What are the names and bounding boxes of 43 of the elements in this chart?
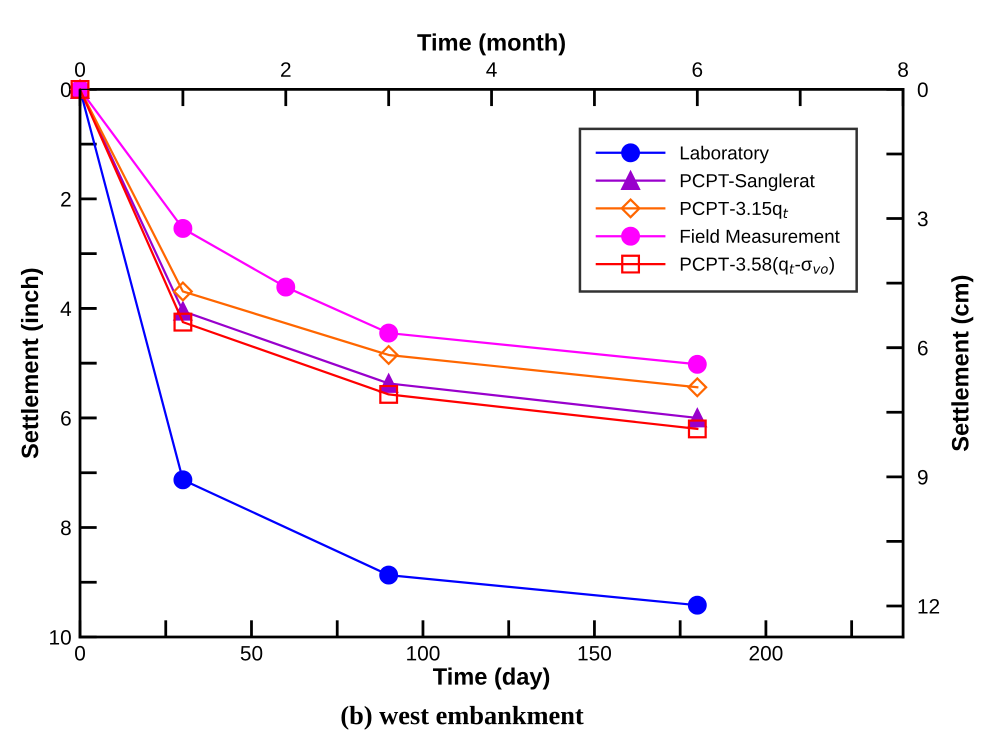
x-tick-label: 50 xyxy=(240,646,262,661)
x2-tick-label: 4 xyxy=(486,62,497,77)
point xyxy=(276,278,296,297)
y-tick-label: 8 xyxy=(61,520,71,536)
x2-tick-label: 0 xyxy=(75,62,85,77)
y-tick-label: 2 xyxy=(61,192,71,206)
y2-axis-title: Settlement (cm) xyxy=(951,276,974,452)
x2-tick-label: 8 xyxy=(898,62,908,77)
legend-label: Laboratory xyxy=(680,146,769,164)
point xyxy=(378,345,399,365)
y2-tick-label: 9 xyxy=(918,470,928,485)
y-tick-label: 6 xyxy=(61,410,71,426)
y-tick-label: 4 xyxy=(60,302,72,316)
point xyxy=(687,377,708,398)
point xyxy=(379,384,398,404)
x2-axis-title: Time (month) xyxy=(417,33,565,56)
point xyxy=(172,282,193,302)
y2-tick-label: 12 xyxy=(918,598,940,614)
x-tick-label: 200 xyxy=(750,646,782,661)
legend-label: PCPT-Sanglerat xyxy=(680,174,815,192)
point xyxy=(379,566,398,585)
y2-tick-label: 3 xyxy=(918,212,928,226)
y2-tick-label: 0 xyxy=(918,82,928,98)
point xyxy=(173,219,192,238)
legend-label: PCPT-3.58(q$_{t}$-σ$_{vo}$) xyxy=(680,256,834,274)
point xyxy=(688,596,707,615)
point xyxy=(379,324,398,343)
y-axis-title: Settlement (inch) xyxy=(20,268,43,458)
x-tick-label: 0 xyxy=(75,646,85,661)
x2-tick-label: 2 xyxy=(281,62,291,77)
legend-label: PCPT-3.15q$_{t}$ xyxy=(680,202,788,219)
legend-label: Field Measurement xyxy=(680,229,840,243)
text: (b) west embankment xyxy=(341,706,584,730)
y2-tick-label: 6 xyxy=(918,340,928,356)
y-tick-label: 10 xyxy=(50,630,71,645)
x-axis-title: Time (day) xyxy=(432,668,550,690)
point xyxy=(688,354,707,374)
point xyxy=(173,312,192,332)
x2-tick-label: 6 xyxy=(692,62,702,77)
x-tick-label: 150 xyxy=(578,646,611,661)
point xyxy=(688,419,707,438)
point xyxy=(173,470,192,490)
x-tick-label: 100 xyxy=(407,646,440,661)
